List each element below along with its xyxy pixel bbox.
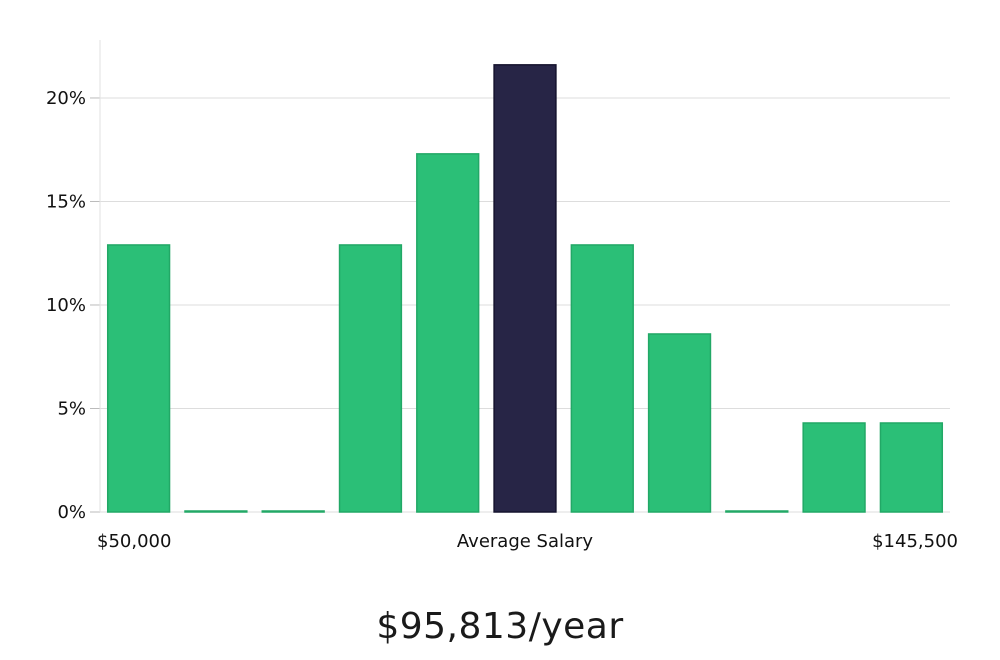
chart-svg: 0% 5% 10% 15% 20% $50,000 Average Salary $14… [46,40,958,552]
x-label-max: $145,500 [872,531,958,552]
bar-average-salary [493,64,557,513]
y-tick-label-15: 15% [46,191,86,212]
bar-4 [338,244,403,513]
y-tick-label-5: 5% [57,398,86,419]
x-label-min: $50,000 [97,531,171,552]
bar-8 [647,333,712,513]
bar-11 [879,422,944,513]
axis-layer: 0% 5% 10% 15% 20% [46,40,101,523]
y-tick-label-10: 10% [46,295,86,316]
x-label-center: Average Salary [457,531,594,552]
bar-10 [802,422,866,513]
average-salary-value: $95,813/year [376,606,624,647]
bar-layer [106,64,944,513]
bar-5 [416,153,480,513]
y-tick-label-0: 0% [57,502,86,523]
bar-2 [184,510,248,513]
label-layer: $50,000 Average Salary $145,500 [97,531,958,552]
bar-7 [570,244,634,513]
bar-9 [725,510,789,513]
bar-3 [261,510,325,513]
y-tick-label-20: 20% [46,88,86,109]
bar-1 [106,244,171,513]
